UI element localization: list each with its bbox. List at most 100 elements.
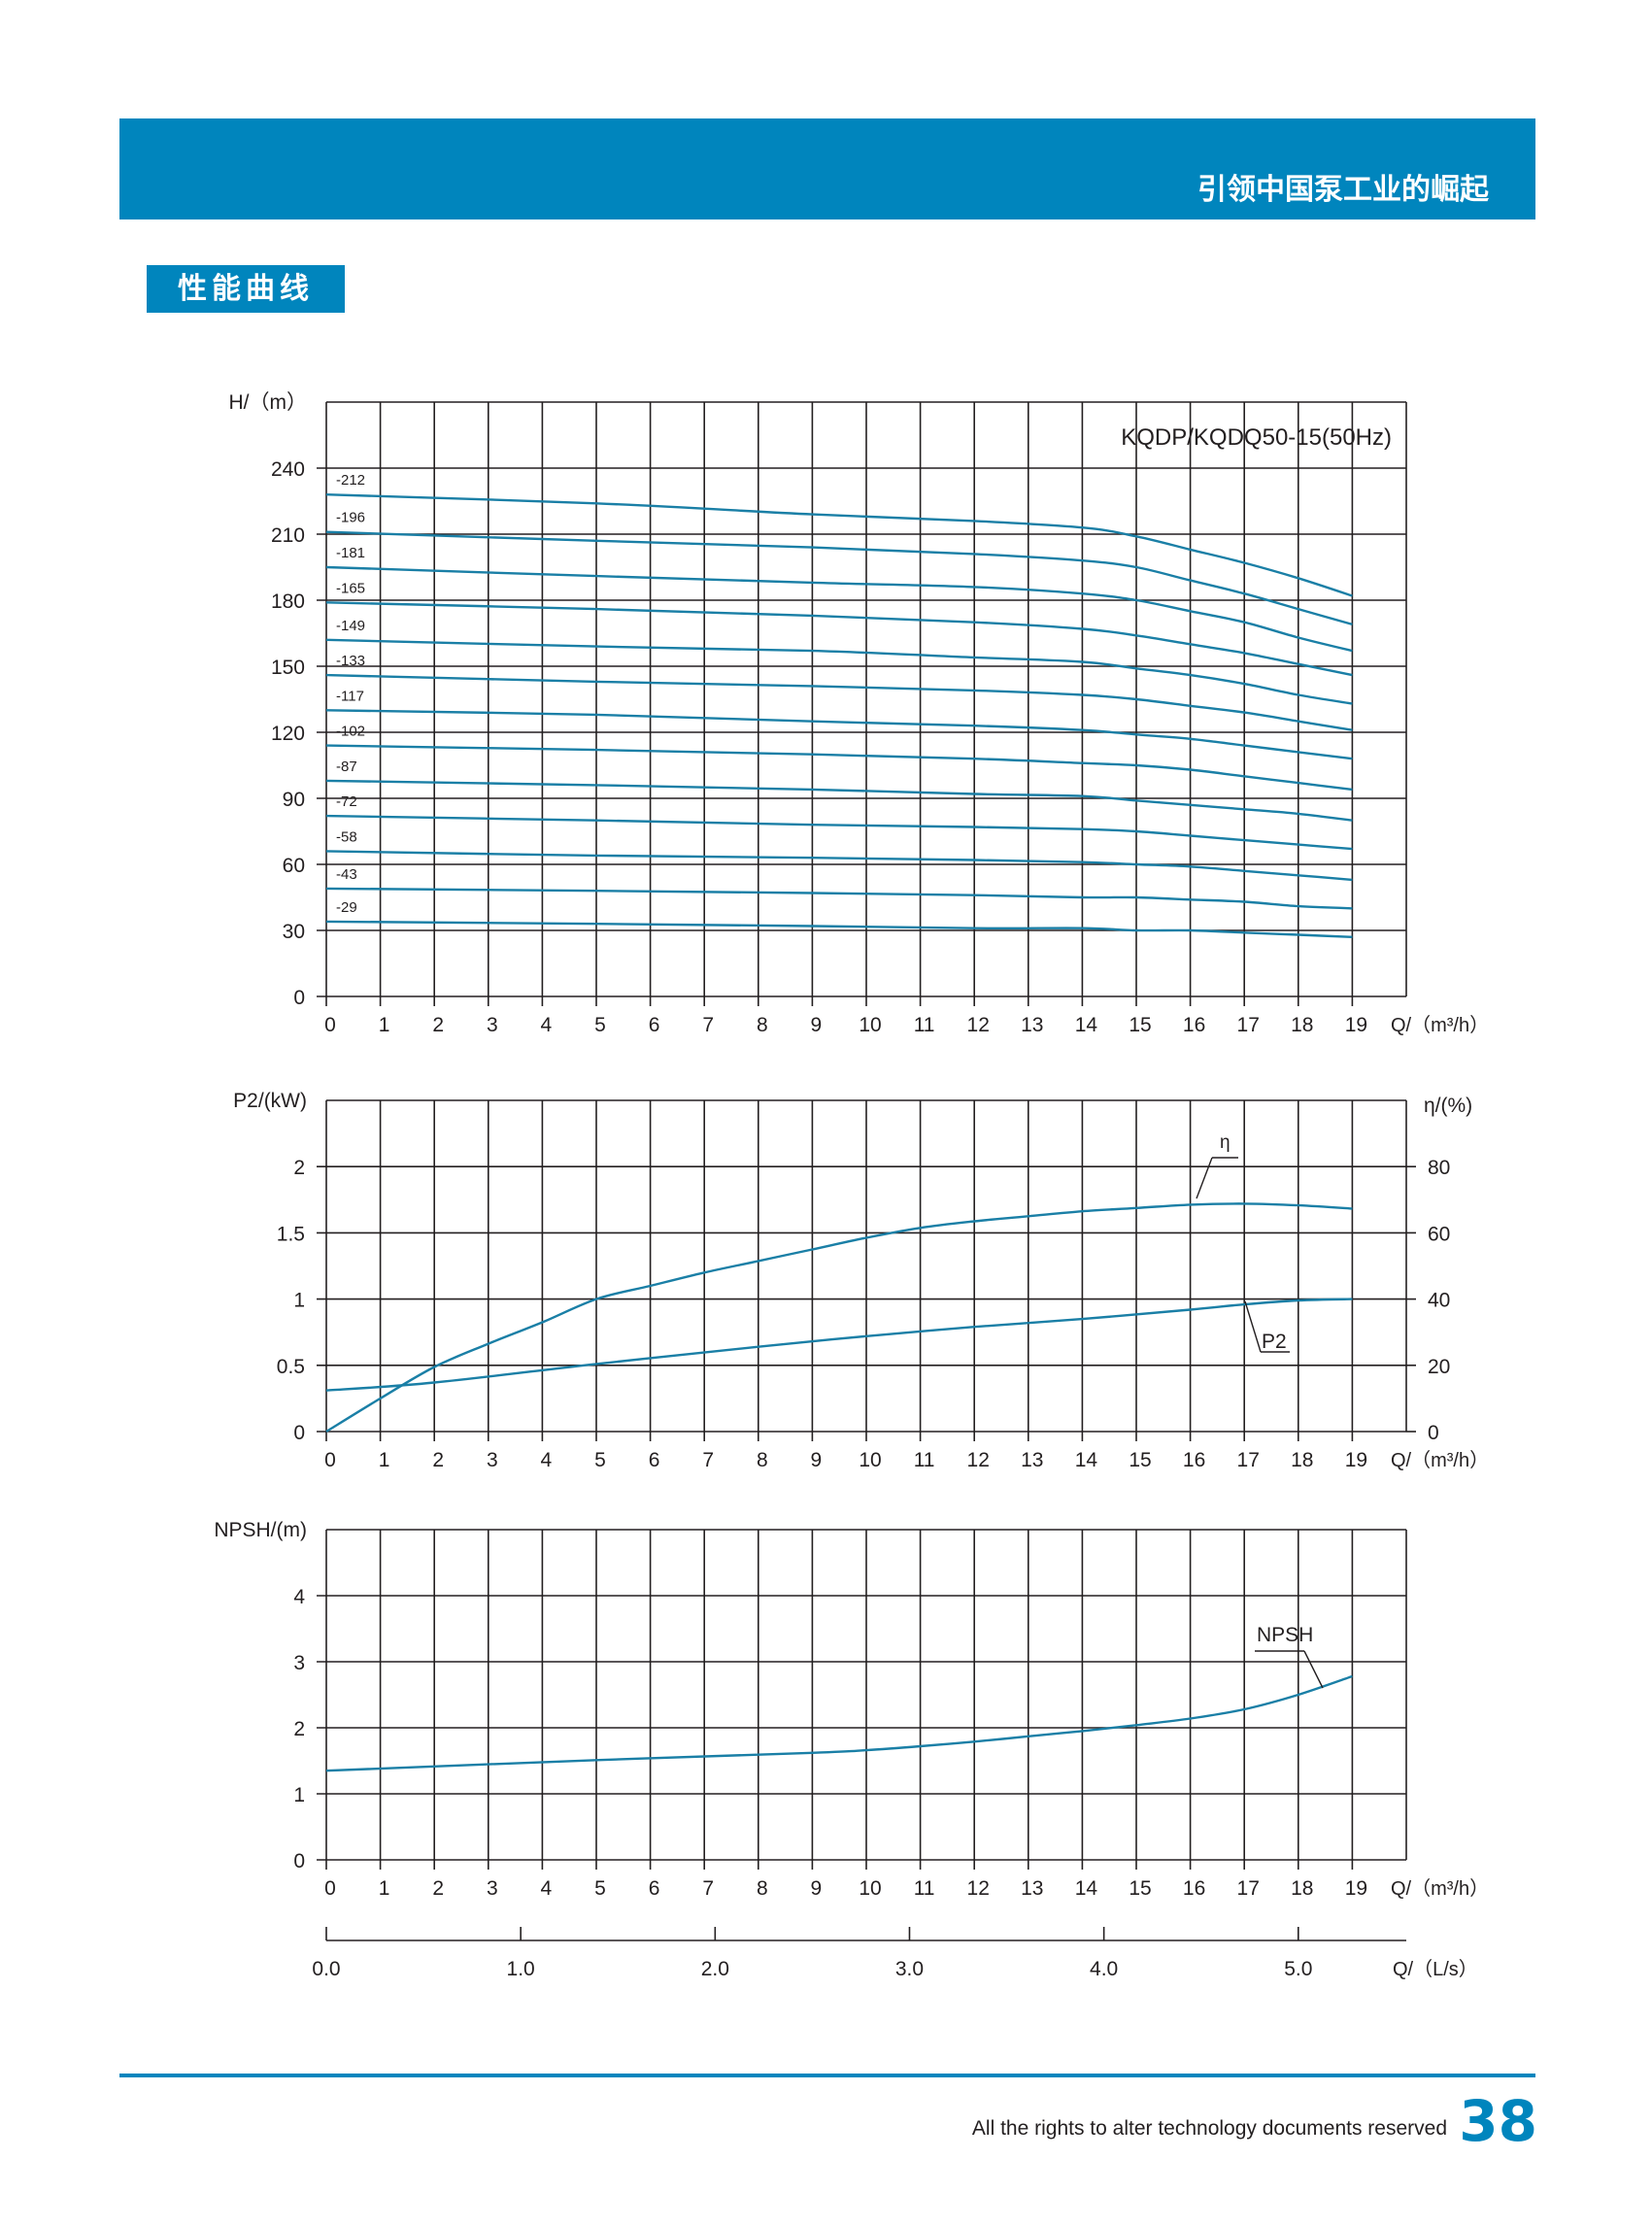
head-curve	[325, 709, 1353, 760]
efficiency-curve	[325, 1202, 1353, 1433]
npsh-x-tick-label: 18	[1291, 1877, 1313, 1900]
power-x-tick-label: 14	[1075, 1449, 1098, 1471]
power-x-tick-label: 18	[1291, 1449, 1313, 1471]
efficiency-tick-label: 20	[1428, 1356, 1450, 1378]
head-curve	[325, 565, 1353, 653]
head-curve-label: -133	[336, 653, 365, 669]
power-x-tick-label: 6	[649, 1449, 660, 1471]
head-y-tick-label: 0	[293, 987, 305, 1009]
head-chart-title: KQDP/KQDQ50-15(50Hz)	[1121, 424, 1392, 451]
power-x-tick-label: 19	[1345, 1449, 1367, 1471]
head-curve	[325, 779, 1353, 822]
head-curve-label: -181	[336, 545, 365, 561]
efficiency-axis-label: η/(%)	[1424, 1095, 1472, 1117]
head-curve-label: -102	[336, 724, 365, 740]
efficiency-tick-label: 60	[1428, 1223, 1450, 1245]
power-x-tick-label: 8	[757, 1449, 768, 1471]
head-curve-label: -29	[336, 899, 357, 916]
npsh-leader	[1303, 1650, 1324, 1689]
head-x-tick-label: 16	[1183, 1014, 1205, 1036]
npsh-x-tick-label: 19	[1345, 1877, 1367, 1900]
head-curve	[325, 493, 1353, 597]
npsh-x-tick-label: 3	[487, 1877, 498, 1900]
npsh-y-tick-label: 4	[293, 1586, 305, 1608]
head-x-tick-label: 0	[324, 1014, 336, 1036]
head-curve	[325, 530, 1353, 626]
section-title: 性能曲线	[147, 265, 345, 313]
power-y-axis-label: P2/(kW)	[233, 1090, 307, 1112]
npsh-x-tick-label: 0	[324, 1877, 336, 1900]
npsh-x-tick-label: 8	[757, 1877, 768, 1900]
head-y-tick-label: 150	[271, 657, 305, 679]
power-leader	[1244, 1300, 1262, 1353]
npsh-y-tick-label: 0	[293, 1850, 305, 1872]
power-x-tick-label: 16	[1183, 1449, 1205, 1471]
npsh-x-tick-label: 14	[1075, 1877, 1098, 1900]
head-y-axis-label: H/（m）	[229, 391, 308, 414]
head-x-tick-label: 14	[1075, 1014, 1098, 1036]
head-x-tick-label: 18	[1291, 1014, 1313, 1036]
head-curve-label: -117	[336, 688, 364, 704]
head-curve-label: -87	[336, 759, 357, 775]
head-x-tick-label: 2	[432, 1014, 444, 1036]
head-x-tick-label: 7	[702, 1014, 714, 1036]
flow-ls-tick-label: 3.0	[895, 1958, 924, 1980]
efficiency-tick-label: 40	[1428, 1290, 1450, 1312]
head-y-tick-label: 240	[271, 458, 305, 481]
npsh-y-tick-label: 1	[293, 1784, 305, 1806]
power-x-tick-label: 17	[1237, 1449, 1260, 1471]
power-x-tick-label: 10	[859, 1449, 881, 1471]
head-x-tick-label: 1	[379, 1014, 390, 1036]
npsh-x-tick-label: 10	[859, 1877, 881, 1900]
power-x-axis-label: Q/（m³/h）	[1391, 1449, 1489, 1471]
footer-note: All the rights to alter technology docum…	[971, 2117, 1447, 2140]
power-x-tick-label: 9	[811, 1449, 823, 1471]
efficiency-leader	[1196, 1157, 1213, 1199]
head-curve-label: -149	[336, 618, 365, 634]
npsh-y-axis-label: NPSH/(m)	[214, 1519, 307, 1541]
head-curve	[325, 744, 1353, 792]
head-x-tick-label: 3	[487, 1014, 498, 1036]
power-x-tick-label: 7	[702, 1449, 714, 1471]
head-curve	[325, 920, 1353, 938]
head-x-tick-label: 10	[859, 1014, 881, 1036]
head-curve-label: -165	[336, 580, 365, 596]
flow-ls-axis-label: Q/（L/s）	[1393, 1958, 1478, 1980]
head-curve-label: -212	[336, 472, 365, 489]
head-x-tick-label: 15	[1129, 1014, 1151, 1036]
power-y-tick-label: 2	[293, 1157, 305, 1179]
flow-ls-tick-label: 4.0	[1090, 1958, 1118, 1980]
power-x-tick-label: 2	[432, 1449, 444, 1471]
efficiency-tick-label: 0	[1428, 1422, 1439, 1444]
head-x-tick-label: 12	[967, 1014, 990, 1036]
power-x-tick-label: 11	[914, 1449, 935, 1471]
head-curve-label: -196	[336, 510, 365, 526]
power-curve	[325, 1298, 1353, 1392]
flow-ls-tick-label: 2.0	[701, 1958, 729, 1980]
head-y-tick-label: 60	[283, 855, 305, 877]
head-y-tick-label: 120	[271, 723, 305, 745]
flow-ls-tick-label: 1.0	[507, 1958, 535, 1980]
head-x-axis-label: Q/（m³/h）	[1391, 1014, 1489, 1036]
npsh-x-tick-label: 2	[432, 1877, 444, 1900]
npsh-x-tick-label: 5	[594, 1877, 606, 1900]
power-x-tick-label: 0	[324, 1449, 336, 1471]
npsh-x-tick-label: 16	[1183, 1877, 1205, 1900]
npsh-curve-label: NPSH	[1257, 1624, 1313, 1646]
head-curve	[325, 850, 1353, 882]
npsh-y-tick-label: 3	[293, 1652, 305, 1674]
power-x-tick-label: 12	[967, 1449, 990, 1471]
npsh-x-tick-label: 1	[379, 1877, 390, 1900]
head-y-tick-label: 30	[283, 921, 305, 943]
power-x-tick-label: 4	[541, 1449, 553, 1471]
head-x-tick-label: 11	[914, 1014, 935, 1036]
head-curve	[325, 673, 1353, 731]
npsh-x-tick-label: 7	[702, 1877, 714, 1900]
head-x-tick-label: 6	[649, 1014, 660, 1036]
power-y-tick-label: 0.5	[277, 1356, 305, 1378]
head-x-tick-label: 19	[1345, 1014, 1367, 1036]
npsh-x-tick-label: 9	[811, 1877, 823, 1900]
head-curve-label: -72	[336, 793, 357, 810]
banner-slogan: 引领中国泵工业的崛起	[1197, 173, 1489, 207]
